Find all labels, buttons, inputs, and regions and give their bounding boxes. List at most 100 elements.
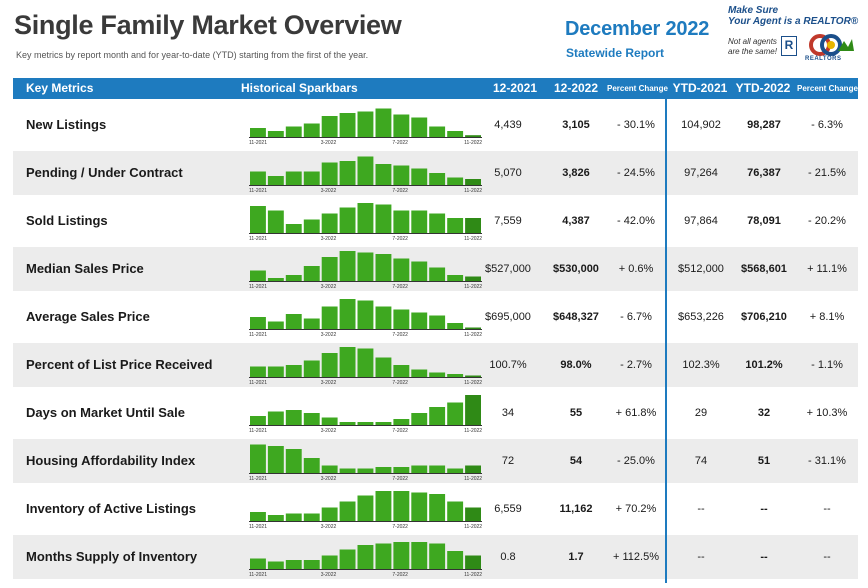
sparkbar-tick-label: 11-2021	[249, 332, 267, 338]
cell-prev: 34	[501, 407, 515, 419]
col-curr: 12-2022	[553, 81, 599, 95]
sparkbar-tick-label: 11-2022	[464, 476, 482, 482]
sparkbar	[411, 465, 428, 473]
sparkbar-tick-label: 11-2022	[464, 284, 482, 290]
sparkbar	[321, 116, 338, 137]
cell-pct: - 25.0%	[617, 455, 655, 467]
sparkbar	[303, 513, 320, 521]
sparkbar-tick-label: 3-2022	[321, 572, 337, 578]
sparkbar-chart: 11-2021 3-2022 7-2022 11-2022	[249, 203, 482, 242]
sparkbar	[250, 171, 266, 185]
sparkbar	[393, 542, 410, 569]
metric-label: Inventory of Active Listings	[26, 501, 196, 516]
sparkbar-tick-label: 3-2022	[321, 188, 337, 194]
sparkbar-tick-label: 11-2021	[249, 428, 267, 434]
cell-curr: 98.0%	[560, 359, 592, 371]
cell-ytd-pct: --	[823, 503, 831, 515]
sparkbar	[267, 446, 284, 473]
sparkbar	[375, 108, 392, 137]
cell-curr: 4,387	[562, 215, 590, 227]
sparkbar	[429, 465, 446, 473]
cell-ytd-prev: 104,902	[681, 119, 721, 131]
cell-ytd-curr: --	[760, 503, 768, 515]
sparkbar	[250, 558, 266, 569]
cell-prev: 72	[501, 455, 515, 467]
cell-ytd-curr: $568,601	[741, 263, 787, 275]
sparkbar	[465, 276, 481, 281]
cell-pct: - 6.7%	[620, 311, 652, 323]
col-ytd-prev: YTD-2021	[672, 81, 728, 95]
sparkbar	[375, 204, 392, 233]
sparkbar-tick-label: 11-2022	[464, 236, 482, 242]
sparkbar	[339, 468, 356, 473]
report-scope: Statewide Report	[566, 46, 665, 60]
sparkbar	[375, 254, 392, 281]
sparkbar	[285, 275, 302, 281]
sparkbar	[429, 407, 446, 425]
sparkbar-tick-label: 11-2022	[464, 332, 482, 338]
sparkbar	[357, 468, 374, 473]
sparkbar	[411, 542, 428, 569]
brand-note: Not all agents are the same!	[728, 37, 777, 56]
sparkbar	[411, 413, 428, 425]
sparkbar	[267, 176, 284, 185]
cell-ytd-prev: 102.3%	[682, 359, 720, 371]
col-pct: Percent Change	[607, 84, 668, 93]
cell-ytd-curr: --	[760, 551, 768, 563]
sparkbar	[465, 555, 481, 569]
sparkbar	[447, 501, 464, 521]
sparkbar	[303, 219, 320, 233]
sparkbar	[267, 131, 284, 137]
cell-prev: 6,559	[494, 503, 522, 515]
sparkbar	[429, 494, 446, 521]
sparkbar-chart: 11-2021 3-2022 7-2022 11-2022	[249, 108, 482, 146]
sparkbar	[285, 449, 302, 473]
cell-ytd-pct: - 1.1%	[811, 359, 843, 371]
cell-ytd-pct: - 6.3%	[811, 119, 843, 131]
cell-pct: + 0.6%	[618, 263, 654, 275]
sparkbar	[393, 165, 410, 185]
cell-prev: $527,000	[485, 263, 531, 275]
sparkbar	[465, 218, 481, 233]
sparkbar	[303, 413, 320, 425]
page-title: Single Family Market Overview	[14, 10, 402, 40]
sparkbar	[357, 111, 374, 137]
sparkbar-tick-label: 3-2022	[321, 524, 337, 530]
table-row: Months Supply of Inventory 11-2021 3-2022 7…	[13, 535, 858, 579]
sparkbar	[303, 360, 320, 377]
sparkbar-tick-label: 11-2021	[249, 476, 267, 482]
cell-ytd-curr: 32	[757, 407, 771, 419]
cell-prev: 0.8	[500, 551, 516, 563]
sparkbar	[465, 465, 481, 473]
cell-prev: $695,000	[485, 311, 531, 323]
sparkbar	[285, 171, 302, 185]
realtor-logo: R	[781, 36, 797, 56]
metric-label: Percent of List Price Received	[26, 357, 213, 372]
sparkbar	[285, 126, 302, 137]
sparkbar	[250, 416, 266, 425]
sparkbar	[411, 369, 428, 377]
sparkbar	[357, 422, 374, 425]
table-row: New Listings 11-2021 3-2022 7-2022 11-2022 4,…	[13, 103, 858, 147]
sparkbar	[303, 318, 320, 329]
sparkbar-chart: 11-2021 3-2022 7-2022 11-2022	[249, 444, 482, 482]
sparkbar-tick-label: 7-2022	[392, 572, 408, 578]
sparkbar	[267, 321, 284, 329]
sparkbar	[303, 458, 320, 473]
sparkbar	[447, 218, 464, 233]
cell-ytd-pct: + 8.1%	[809, 311, 845, 323]
sparkbar-tick-label: 11-2021	[249, 236, 267, 242]
sparkbar-tick-label: 11-2021	[249, 188, 267, 194]
cell-ytd-prev: 29	[694, 407, 708, 419]
cell-curr: 55	[569, 407, 583, 419]
sparkbar	[303, 266, 320, 281]
sparkbar	[375, 306, 392, 329]
metric-label: Months Supply of Inventory	[26, 549, 198, 564]
sparkbar	[267, 366, 284, 377]
sparkbar	[465, 327, 481, 329]
sparkbar	[375, 422, 392, 425]
cell-ytd-pct: - 21.5%	[808, 167, 846, 179]
table-row: Housing Affordability Index 11-2021 3-2022…	[13, 439, 858, 483]
sparkbar-tick-label: 11-2021	[249, 284, 267, 290]
sparkbar	[321, 162, 338, 185]
